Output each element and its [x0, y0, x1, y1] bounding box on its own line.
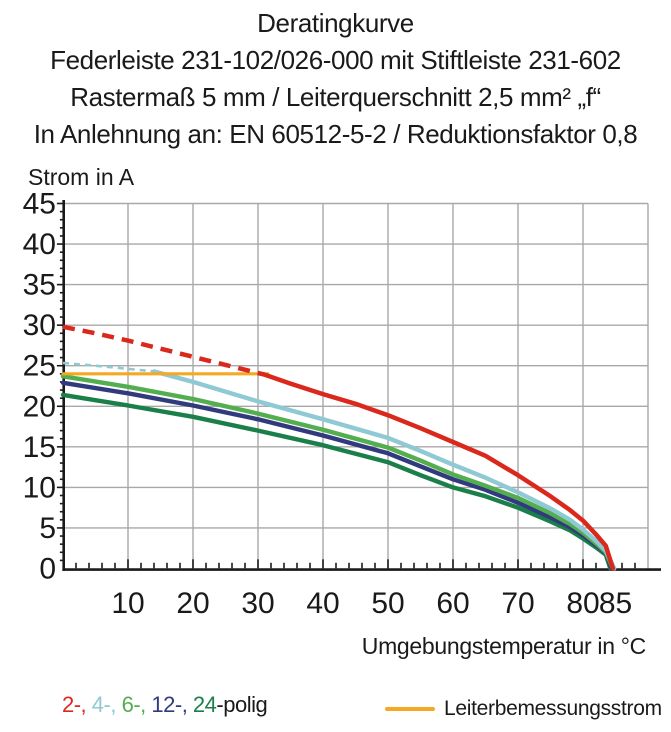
legend-part-4: 24 [192, 692, 217, 717]
x-tick-label: 40 [306, 587, 339, 620]
x-tick-label: 85 [599, 587, 632, 620]
y-tick-label: 15 [23, 431, 56, 464]
y-tick-label: 10 [23, 471, 56, 504]
legend-rated-current: Leiterbemessungsstrom [385, 696, 662, 722]
legend-pole-counts: 2-, 4-, 6-, 12-, 24-polig [62, 692, 268, 718]
legend-part-0: 2-, [62, 692, 92, 717]
y-axis-label: Strom in A [28, 164, 135, 190]
y-tick-label: 30 [23, 309, 56, 342]
y-tick-label: 5 [39, 512, 56, 545]
rated-current-line-swatch [385, 707, 435, 711]
subtitle-spec: Rastermaß 5 mm / Leiterquerschnitt 2,5 m… [70, 82, 601, 112]
subtitle-parts: Federleiste 231-102/026-000 mit Stiftlei… [50, 45, 621, 75]
series-2-polig-dashed [62, 324, 266, 377]
x-tick-label: 30 [241, 587, 274, 620]
series-2-polig [262, 372, 616, 571]
y-tick-label: 25 [23, 350, 56, 383]
y-tick-label: 45 [23, 188, 56, 221]
title-block: Deratingkurve Federleiste 231-102/026-00… [0, 5, 671, 153]
legend-part-5: -polig [216, 692, 268, 717]
subtitle-standard: In Anlehnung an: EN 60512-5-2 / Reduktio… [33, 119, 638, 149]
x-axis-label: Umgebungstemperatur in °C [361, 633, 647, 659]
chart-title: Deratingkurve [257, 8, 414, 38]
series-6-polig [60, 374, 616, 571]
y-tick-label: 40 [23, 228, 56, 261]
y-tick-label: 35 [23, 269, 56, 302]
x-tick-label: 10 [111, 587, 144, 620]
y-tick-label: 0 [39, 553, 56, 586]
legend-part-1: 4-, [91, 692, 122, 717]
series-4-polig-dashed [62, 361, 155, 373]
x-tick-label: 70 [501, 587, 534, 620]
x-tick-label: 60 [436, 587, 469, 620]
series-24-polig [60, 392, 613, 571]
series-4-polig [151, 369, 617, 571]
rated-current-label: Leiterbemessungsstrom [444, 697, 662, 720]
legend-part-2: 6-, [121, 692, 152, 717]
x-tick-label: 80 [566, 587, 599, 620]
legend-part-3: 12-, [151, 692, 193, 717]
y-tick-label: 20 [23, 390, 56, 423]
x-tick-label: 50 [371, 587, 404, 620]
x-tick-label: 20 [176, 587, 209, 620]
